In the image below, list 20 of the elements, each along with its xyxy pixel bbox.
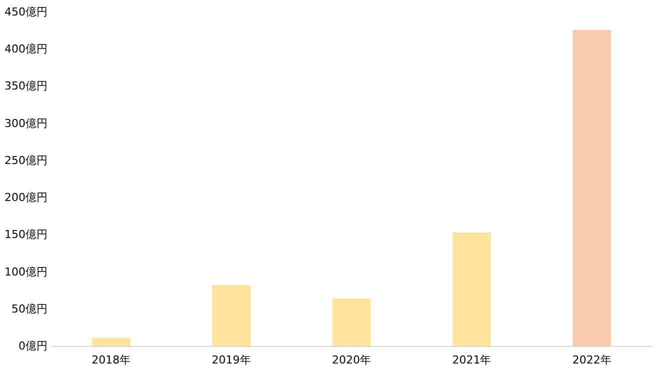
x-tick-label: 2021年 <box>452 354 492 366</box>
bar <box>452 232 491 346</box>
y-tick-label: 400億円 <box>4 42 48 56</box>
x-tick-label: 2020年 <box>332 354 371 366</box>
y-tick-label: 350億円 <box>4 80 48 93</box>
y-tick-label: 0億円 <box>18 340 48 352</box>
y-tick-label: 100億円 <box>4 265 48 278</box>
x-tick-label: 2018年 <box>92 354 131 366</box>
y-tick-label: 250億円 <box>4 154 48 167</box>
y-tick-label: 50億円 <box>12 302 48 316</box>
bar <box>212 285 251 346</box>
y-tick-label: 300億円 <box>4 116 48 130</box>
bar <box>332 298 371 346</box>
bar <box>92 338 130 346</box>
y-tick-label: 200億円 <box>4 191 48 204</box>
x-tick-label: 2022年 <box>572 354 612 366</box>
bar <box>572 30 612 346</box>
y-tick-label: 450億円 <box>4 6 48 18</box>
x-tick-label: 2019年 <box>212 354 251 366</box>
y-tick-label: 150億円 <box>4 228 48 242</box>
